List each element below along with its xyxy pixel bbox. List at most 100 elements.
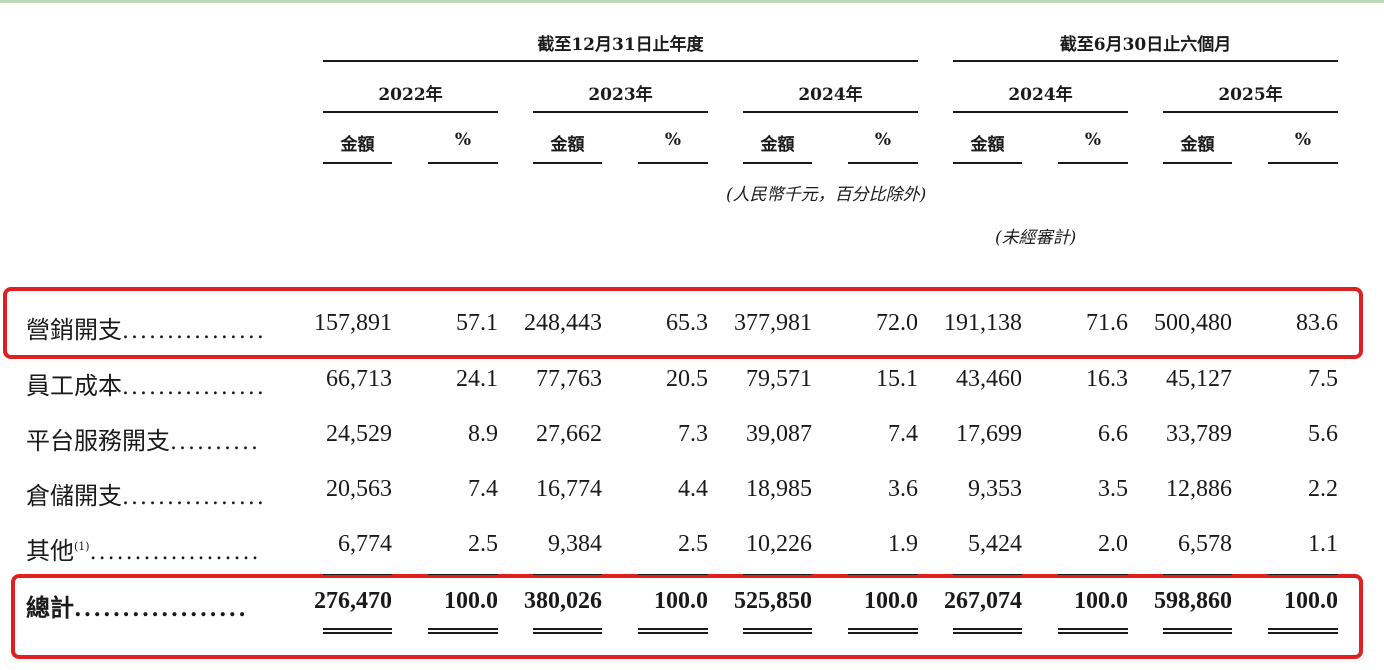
total-double-rule bbox=[323, 628, 392, 634]
year-header: 2022年 bbox=[378, 85, 443, 105]
subtotal-rule bbox=[848, 574, 918, 575]
percent-cell: 7.5 bbox=[1308, 366, 1338, 392]
percent-cell: 1.9 bbox=[888, 531, 918, 557]
row-label-text: 平台服務開支 bbox=[26, 427, 170, 455]
leader-dots: .......... bbox=[170, 430, 260, 455]
column-header-rule bbox=[848, 162, 918, 164]
row-label: 總計.................. bbox=[26, 588, 248, 623]
year-header-rule bbox=[743, 111, 918, 113]
percent-cell: 65.3 bbox=[666, 310, 708, 336]
top-border bbox=[0, 0, 1384, 3]
percent-cell: 57.1 bbox=[456, 310, 498, 336]
percent-cell: 100.0 bbox=[444, 588, 498, 614]
amount-cell: 267,074 bbox=[944, 588, 1022, 614]
amount-cell: 16,774 bbox=[536, 476, 602, 502]
percent-cell: 2.5 bbox=[468, 531, 498, 557]
group-header-rule bbox=[953, 60, 1338, 62]
row-label-text: 員工成本 bbox=[26, 372, 122, 400]
percent-cell: 7.4 bbox=[888, 421, 918, 447]
percent-cell: 24.1 bbox=[456, 366, 498, 392]
amount-cell: 598,860 bbox=[1154, 588, 1232, 614]
percent-cell: 2.5 bbox=[678, 531, 708, 557]
column-header-rule bbox=[533, 162, 602, 164]
leader-dots: ................ bbox=[122, 485, 266, 510]
total-double-rule bbox=[743, 628, 812, 634]
row-label-text: 其他 bbox=[26, 537, 74, 565]
percent-cell: 100.0 bbox=[1284, 588, 1338, 614]
percent-cell: 71.6 bbox=[1086, 310, 1128, 336]
column-header-rule bbox=[323, 162, 392, 164]
percent-cell: 2.2 bbox=[1308, 476, 1338, 502]
group-header-six-months: 截至6月30日止六個月 bbox=[1059, 35, 1232, 55]
total-double-rule bbox=[1058, 628, 1128, 634]
group-header-rule bbox=[323, 60, 918, 62]
percent-column-header: % bbox=[664, 130, 682, 150]
row-label: 倉儲開支................ bbox=[26, 476, 266, 511]
leader-dots: .................. bbox=[74, 596, 248, 622]
highlight-marketing-row bbox=[3, 287, 1363, 359]
year-header: 2023年 bbox=[588, 85, 653, 105]
total-double-rule bbox=[638, 628, 708, 634]
amount-cell: 79,571 bbox=[746, 366, 812, 392]
leader-dots: ................ bbox=[122, 375, 266, 400]
percent-cell: 72.0 bbox=[876, 310, 918, 336]
leader-dots: ................ bbox=[122, 319, 266, 344]
row-label: 其他(1)................... bbox=[26, 531, 260, 566]
amount-cell: 66,713 bbox=[326, 366, 392, 392]
amount-cell: 20,563 bbox=[326, 476, 392, 502]
amount-cell: 276,470 bbox=[314, 588, 392, 614]
amount-cell: 18,985 bbox=[746, 476, 812, 502]
percent-column-header: % bbox=[1084, 130, 1102, 150]
amount-column-header: 金額 bbox=[550, 135, 585, 155]
percent-cell: 16.3 bbox=[1086, 366, 1128, 392]
amount-cell: 6,774 bbox=[338, 531, 392, 557]
amount-cell: 39,087 bbox=[746, 421, 812, 447]
percent-cell: 5.6 bbox=[1308, 421, 1338, 447]
amount-cell: 9,353 bbox=[968, 476, 1022, 502]
year-header-rule bbox=[533, 111, 708, 113]
amount-cell: 24,529 bbox=[326, 421, 392, 447]
percent-cell: 3.5 bbox=[1098, 476, 1128, 502]
total-double-rule bbox=[953, 628, 1022, 634]
column-header-rule bbox=[428, 162, 498, 164]
amount-cell: 377,981 bbox=[734, 310, 812, 336]
amount-cell: 6,578 bbox=[1178, 531, 1232, 557]
percent-cell: 1.1 bbox=[1308, 531, 1338, 557]
amount-cell: 500,480 bbox=[1154, 310, 1232, 336]
row-label: 營銷開支................ bbox=[26, 310, 266, 345]
percent-cell: 7.3 bbox=[678, 421, 708, 447]
amount-cell: 5,424 bbox=[968, 531, 1022, 557]
column-header-rule bbox=[1268, 162, 1338, 164]
year-header: 2024年 bbox=[1008, 85, 1073, 105]
percent-cell: 100.0 bbox=[864, 588, 918, 614]
row-label-text: 總計 bbox=[26, 593, 74, 622]
subtotal-rule bbox=[1163, 574, 1232, 575]
percent-cell: 2.0 bbox=[1098, 531, 1128, 557]
percent-column-header: % bbox=[1294, 130, 1312, 150]
amount-cell: 77,763 bbox=[536, 366, 602, 392]
amount-cell: 248,443 bbox=[524, 310, 602, 336]
row-label-text: 倉儲開支 bbox=[26, 482, 122, 510]
amount-cell: 43,460 bbox=[956, 366, 1022, 392]
group-header-fiscal-year: 截至12月31日止年度 bbox=[537, 35, 704, 55]
percent-cell: 20.5 bbox=[666, 366, 708, 392]
amount-cell: 45,127 bbox=[1166, 366, 1232, 392]
total-double-rule bbox=[1163, 628, 1232, 634]
subtotal-rule bbox=[1058, 574, 1128, 575]
column-header-rule bbox=[743, 162, 812, 164]
amount-cell: 10,226 bbox=[746, 531, 812, 557]
amount-cell: 157,891 bbox=[314, 310, 392, 336]
amount-cell: 380,026 bbox=[524, 588, 602, 614]
total-double-rule bbox=[848, 628, 918, 634]
amount-cell: 525,850 bbox=[734, 588, 812, 614]
percent-cell: 100.0 bbox=[654, 588, 708, 614]
amount-cell: 9,384 bbox=[548, 531, 602, 557]
percent-cell: 7.4 bbox=[468, 476, 498, 502]
year-header: 2025年 bbox=[1218, 85, 1283, 105]
total-double-rule bbox=[533, 628, 602, 634]
subtotal-rule bbox=[1268, 574, 1338, 575]
column-header-rule bbox=[1058, 162, 1128, 164]
subtotal-rule bbox=[323, 574, 392, 575]
amount-column-header: 金額 bbox=[760, 135, 795, 155]
subtotal-rule bbox=[953, 574, 1022, 575]
